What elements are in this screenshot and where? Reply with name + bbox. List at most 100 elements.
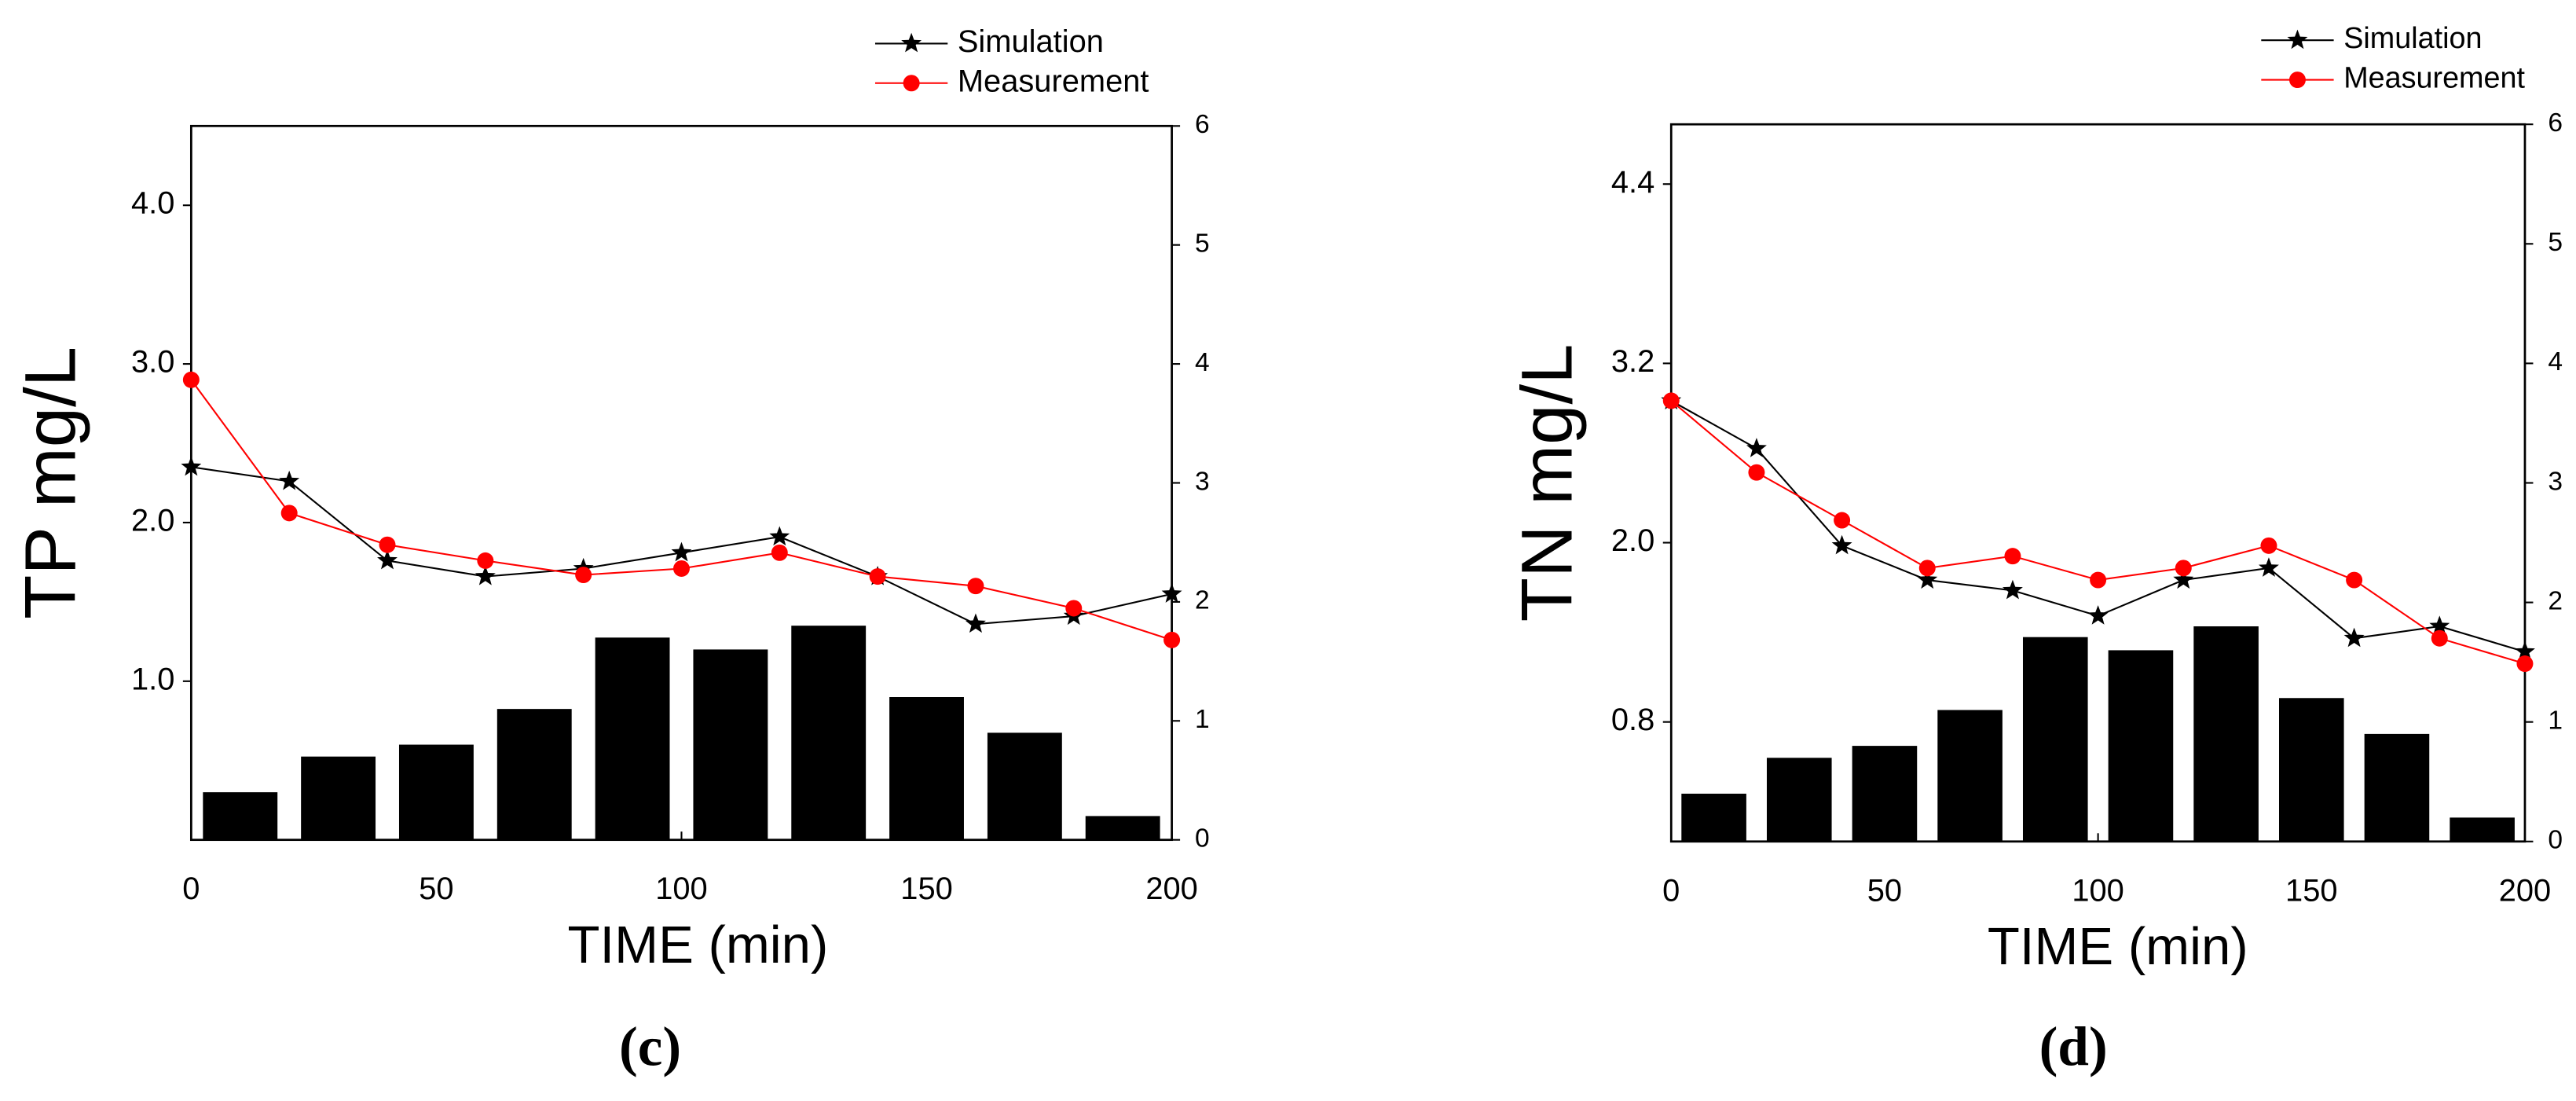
y2-tick-label: 6 <box>2548 108 2563 138</box>
point <box>1917 569 1938 589</box>
point <box>1834 512 1851 529</box>
point <box>1161 583 1182 603</box>
point <box>280 505 298 522</box>
bar <box>791 626 867 840</box>
y2-tick-label: 5 <box>2548 228 2563 257</box>
series-line <box>1670 400 2526 665</box>
point <box>181 456 202 476</box>
y2-tick-label: 5 <box>1195 229 1210 259</box>
y2-tick-label: 1 <box>2548 706 2563 736</box>
point <box>1831 534 1852 555</box>
point <box>2516 655 2534 673</box>
point <box>2090 571 2107 589</box>
point <box>477 552 494 569</box>
legend-label: Measurement <box>958 64 1149 98</box>
point <box>1163 631 1181 648</box>
point <box>2004 548 2021 565</box>
bar <box>2022 637 2088 842</box>
x-tick-label: 50 <box>419 872 453 906</box>
bar <box>1852 746 1918 842</box>
point <box>2429 615 2450 636</box>
legend-label: Simulation <box>958 24 1104 59</box>
y-tick-label: 1.0 <box>131 662 174 696</box>
point <box>182 371 200 388</box>
legend-label: Measurement <box>2343 62 2525 95</box>
x-axis-label: TIME (min) <box>568 916 829 974</box>
point <box>2002 579 2023 600</box>
point <box>2346 571 2363 589</box>
point <box>1748 464 1765 481</box>
point <box>2343 627 2365 648</box>
y-tick-label: 3.2 <box>1611 344 1654 379</box>
y2-tick-label: 3 <box>2548 467 2563 496</box>
bar <box>889 697 964 840</box>
series-line <box>190 379 1172 641</box>
bar <box>2108 650 2174 842</box>
point <box>1662 392 1680 409</box>
x-axis-label: TIME (min) <box>1988 917 2248 976</box>
legend-marker <box>2287 29 2308 50</box>
point <box>475 565 496 585</box>
bar <box>1937 710 2003 842</box>
y2-tick-label: 2 <box>2548 586 2563 615</box>
y-axis-label: TN mg/L <box>1506 344 1588 622</box>
point <box>1065 600 1083 617</box>
point <box>2087 605 2109 625</box>
bar <box>1766 758 1832 842</box>
x-tick-label: 0 <box>1662 873 1680 908</box>
y-tick-label: 0.8 <box>1611 703 1654 737</box>
y-tick-label: 4.4 <box>1611 165 1654 200</box>
point <box>869 568 886 585</box>
y2-tick-label: 6 <box>1195 110 1210 139</box>
bar <box>1085 816 1160 840</box>
y2-tick-label: 4 <box>1195 348 1210 377</box>
legend-marker <box>903 75 920 92</box>
point <box>2173 569 2194 589</box>
y-axis-label: TP mg/L <box>9 347 91 619</box>
bar <box>2278 698 2344 842</box>
x-tick-label: 200 <box>1145 872 1197 906</box>
y2-tick-label: 0 <box>2548 826 2563 855</box>
point <box>379 536 396 553</box>
bar <box>2193 626 2259 842</box>
bar <box>2364 733 2430 842</box>
legend-marker <box>901 32 922 53</box>
point <box>2175 560 2192 577</box>
y-tick-label: 2.0 <box>1611 523 1654 558</box>
bar <box>987 732 1062 840</box>
x-tick-label: 100 <box>655 872 707 906</box>
point <box>965 613 986 633</box>
x-tick-label: 0 <box>182 872 200 906</box>
point <box>1918 560 1936 577</box>
point <box>771 544 788 561</box>
bar <box>301 756 376 840</box>
bar <box>2450 817 2515 842</box>
bar <box>1681 793 1746 842</box>
x-tick-label: 50 <box>1867 873 1902 908</box>
chart: 0 50 100 150 200 1.0 2.0 3.0 4.0 0 1 2 3 4 5 6 Simulatio… <box>9 24 1210 1078</box>
point <box>279 470 300 490</box>
x-tick-label: 150 <box>2285 873 2337 908</box>
y2-tick-label: 1 <box>1195 705 1210 734</box>
point <box>575 567 592 584</box>
caption: (c) <box>619 1016 681 1078</box>
bar <box>203 792 278 840</box>
point <box>671 541 692 562</box>
y-tick-label: 2.0 <box>131 503 174 538</box>
bar <box>497 709 572 840</box>
point <box>967 578 984 595</box>
y2-tick-label: 2 <box>1195 586 1210 615</box>
x-tick-label: 150 <box>900 872 952 906</box>
point <box>2258 557 2279 577</box>
caption: (d) <box>2039 1016 2108 1078</box>
point <box>1746 438 1767 457</box>
y-tick-label: 4.0 <box>131 186 174 221</box>
chart: 0 50 100 150 200 0.8 2.0 3.2 4.4 0 1 2 3 4 5 6 Simulatio… <box>1506 22 2563 1078</box>
y2-tick-label: 3 <box>1195 467 1210 496</box>
point <box>2515 640 2535 661</box>
point <box>2431 629 2448 647</box>
legend-label: Simulation <box>2343 22 2482 55</box>
point <box>377 549 398 570</box>
x-tick-label: 200 <box>2499 873 2551 908</box>
